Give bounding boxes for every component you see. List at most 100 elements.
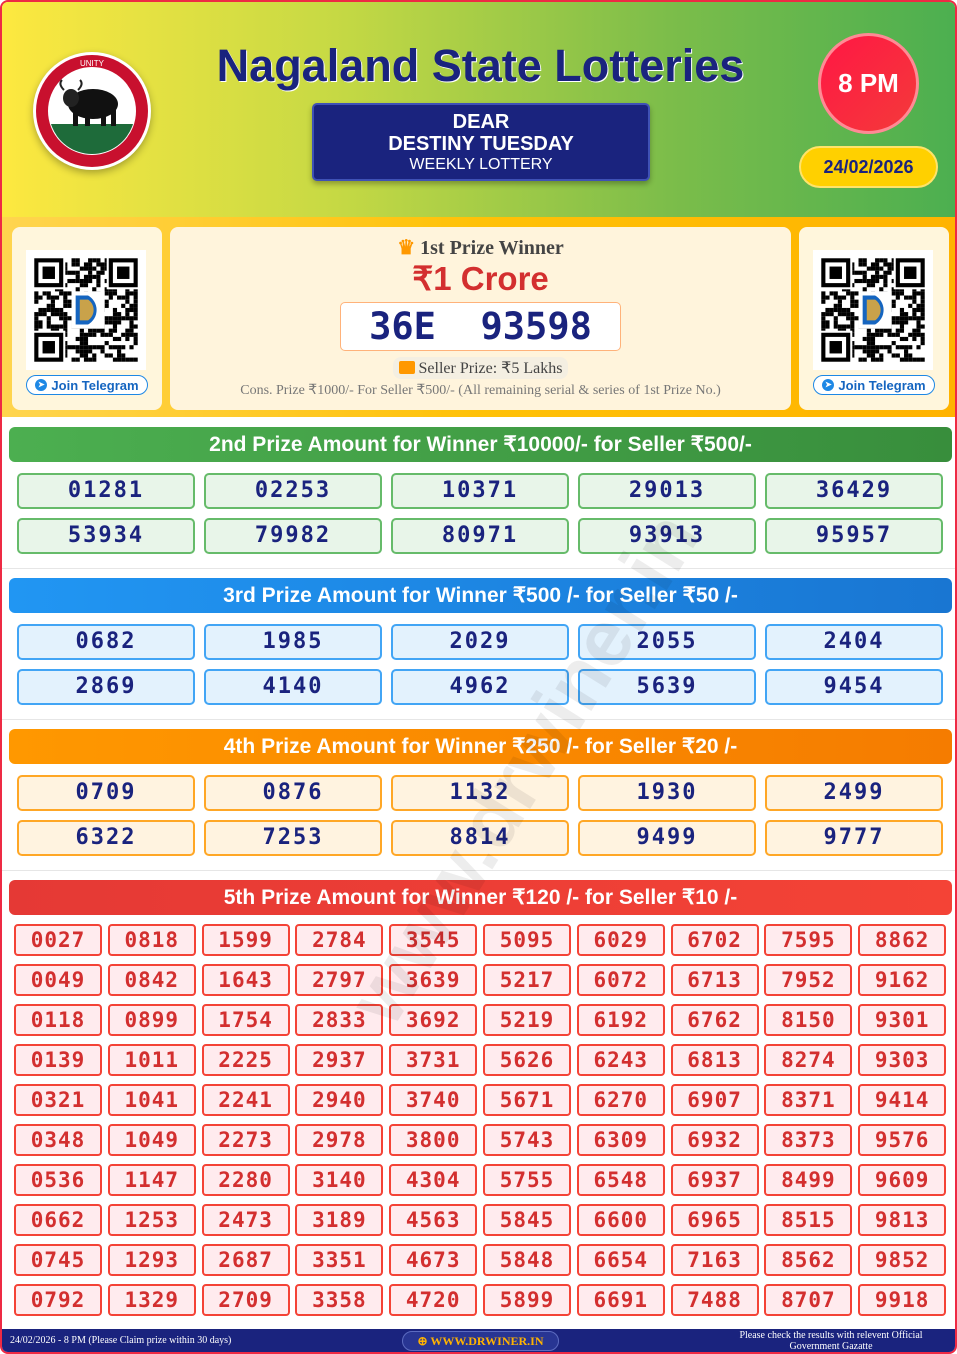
prize-number: 5626 (482, 1044, 571, 1076)
prize-number: 5671 (482, 1084, 571, 1116)
prize-number: 6965 (670, 1204, 759, 1236)
prize-number: 5899 (482, 1284, 571, 1316)
prize-number: 4140 (204, 669, 382, 705)
qr-card-left: ➤ Join Telegram (12, 227, 162, 410)
prize-number: 6029 (576, 924, 665, 956)
prize-number: 0662 (14, 1204, 102, 1236)
lottery-name-line1: DEAR (452, 111, 510, 133)
prize-number: 1643 (201, 964, 290, 996)
prize-number: 10371 (391, 473, 569, 509)
first-prize-band: ➤ Join Telegram ♛ 1st Prize Winner ₹1 Cro… (2, 217, 955, 417)
lottery-name-box: DEAR DESTINY TUESDAY WEEKLY LOTTERY (312, 103, 650, 181)
nagaland-government-logo: UNITY (33, 52, 151, 170)
prize-number: 5219 (482, 1004, 571, 1036)
prize-number: 6702 (670, 924, 759, 956)
svg-text:UNITY: UNITY (80, 59, 105, 68)
prize-number: 4563 (389, 1204, 478, 1236)
prize-number: 6907 (670, 1084, 759, 1116)
prize-number: 6813 (670, 1044, 759, 1076)
draw-date-badge: 24/02/2026 (799, 146, 938, 188)
prize-number: 9414 (858, 1084, 947, 1116)
prize-number: 3740 (389, 1084, 478, 1116)
prize-number: 3189 (295, 1204, 384, 1236)
prize-number: 95957 (765, 518, 943, 554)
prize-number: 0709 (17, 775, 195, 811)
prize-number: 4720 (389, 1284, 478, 1316)
prize-number: 9852 (858, 1244, 947, 1276)
seller-prize-text: Seller Prize: ₹5 Lakhs (418, 360, 563, 377)
prize-number: 6322 (17, 820, 195, 856)
prize-number: 0348 (14, 1124, 102, 1156)
prize-number: 7952 (764, 964, 853, 996)
prize-number: 1754 (201, 1004, 290, 1036)
prize-number: 9609 (858, 1164, 947, 1196)
prize-number: 2280 (201, 1164, 290, 1196)
prize-number: 2784 (295, 924, 384, 956)
prize-number: 8373 (764, 1124, 853, 1156)
prize-number: 3639 (389, 964, 478, 996)
prize-number: 9303 (858, 1044, 947, 1076)
prize-number: 80971 (391, 518, 569, 554)
prize-number: 0745 (14, 1244, 102, 1276)
join-telegram-label: Join Telegram (51, 377, 139, 393)
prize-number: 3140 (295, 1164, 384, 1196)
prize-number: 3731 (389, 1044, 478, 1076)
prize-number: 6937 (670, 1164, 759, 1196)
prize-number: 2687 (201, 1244, 290, 1276)
third-prize-heading: 3rd Prize Amount for Winner ₹500 /- for … (9, 578, 952, 613)
prize-number: 6270 (576, 1084, 665, 1116)
prize-number: 5095 (482, 924, 571, 956)
prize-number: 2225 (201, 1044, 290, 1076)
prize-number: 0842 (107, 964, 196, 996)
join-telegram-button[interactable]: ➤ Join Telegram (26, 375, 148, 395)
prize-number: 8562 (764, 1244, 853, 1276)
prize-number: 6691 (576, 1284, 665, 1316)
prize-number: 6932 (670, 1124, 759, 1156)
prize-number: 2273 (201, 1124, 290, 1156)
fifth-prize-grid: 0027 0818 1599 2784 3545 5095 6029 6702 7595 8862… (14, 924, 947, 1316)
prize-number: 0876 (204, 775, 382, 811)
prize-number: 2978 (295, 1124, 384, 1156)
first-prize-title: ♛ 1st Prize Winner (170, 235, 791, 260)
prize-number: 2709 (201, 1284, 290, 1316)
prize-number: 7488 (670, 1284, 759, 1316)
prize-number: 3351 (295, 1244, 384, 1276)
prize-number: 2797 (295, 964, 384, 996)
footer-claim-note: 24/02/2026 - 8 PM (Please Claim prize wi… (10, 1335, 232, 1346)
prize-number: 5743 (482, 1124, 571, 1156)
website-link[interactable]: ⊕ WWW.DRWINER.IN (402, 1331, 559, 1351)
prize-number: 8862 (858, 924, 947, 956)
join-telegram-button[interactable]: ➤ Join Telegram (813, 375, 935, 395)
prize-number: 5217 (482, 964, 571, 996)
fifth-prize-heading: 5th Prize Amount for Winner ₹120 /- for … (9, 880, 952, 915)
prize-number: 3692 (389, 1004, 478, 1036)
prize-number: 8371 (764, 1084, 853, 1116)
prize-number: 1293 (107, 1244, 196, 1276)
prize-number: 2499 (765, 775, 943, 811)
prize-number: 6654 (576, 1244, 665, 1276)
first-prize-number: 36E 93598 (340, 302, 621, 351)
seller-prize: Seller Prize: ₹5 Lakhs (392, 357, 569, 379)
prize-number: 9499 (578, 820, 756, 856)
prize-number: 93913 (578, 518, 756, 554)
second-prize-grid: 01281 02253 10371 29013 36429 53934 79982 80971… (17, 473, 944, 554)
prize-number: 5845 (482, 1204, 571, 1236)
website-link-text: WWW.DRWINER.IN (430, 1334, 544, 1348)
prize-number: 5639 (578, 669, 756, 705)
prize-number: 8707 (764, 1284, 853, 1316)
prize-number: 2937 (295, 1044, 384, 1076)
prize-number: 0818 (107, 924, 196, 956)
prize-number: 5755 (482, 1164, 571, 1196)
first-prize-card: ♛ 1st Prize Winner ₹1 Crore 36E 93598 Se… (170, 227, 791, 410)
crown-icon: ♛ (397, 237, 416, 259)
prize-number: 4673 (389, 1244, 478, 1276)
prize-number: 1599 (201, 924, 290, 956)
lottery-name-line2: DESTINY TUESDAY (388, 133, 574, 155)
lottery-name-line3: WEEKLY LOTTERY (409, 156, 553, 173)
prize-number: 1253 (107, 1204, 196, 1236)
prize-number: 1049 (107, 1124, 196, 1156)
prize-number: 36429 (765, 473, 943, 509)
join-telegram-label: Join Telegram (838, 377, 926, 393)
prize-number: 0027 (14, 924, 102, 956)
prize-number: 9301 (858, 1004, 947, 1036)
